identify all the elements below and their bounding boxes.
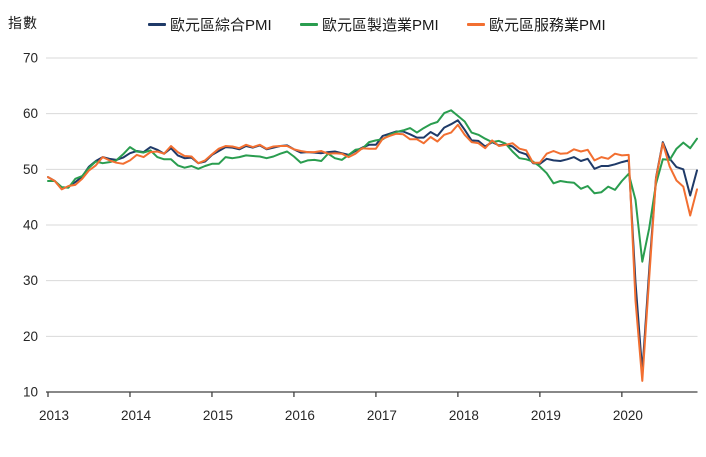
series-line-0 — [47, 119, 698, 373]
series-line-1 — [47, 109, 698, 263]
y-tick-label-60: 60 — [23, 106, 38, 121]
y-tick-label-20: 20 — [23, 329, 38, 344]
legend-item-manufacturing: 歐元區製造業PMI — [300, 14, 439, 35]
legend-label-composite: 歐元區綜合PMI — [170, 17, 272, 34]
y-tick-label-30: 30 — [23, 273, 38, 288]
x-tick-label-2013: 2013 — [39, 408, 69, 423]
legend-item-services: 歐元區服務業PMI — [467, 14, 606, 35]
legend-label-manufacturing: 歐元區製造業PMI — [322, 17, 439, 34]
x-tick-label-2014: 2014 — [121, 408, 152, 423]
x-tick-label-2016: 2016 — [285, 408, 315, 423]
legend-line-swatch-services — [467, 23, 485, 26]
x-tick-label-2018: 2018 — [449, 408, 479, 423]
y-tick-label-50: 50 — [23, 162, 38, 177]
y-axis-title: 指數 — [8, 15, 38, 31]
y-tick-label-10: 10 — [23, 385, 38, 400]
x-tick-label-2020: 2020 — [613, 408, 643, 423]
legend-line-swatch-manufacturing — [300, 23, 318, 26]
series-line-2 — [47, 123, 698, 382]
chart-legend: 歐元區綜合PMI 歐元區製造業PMI 歐元區服務業PMI — [0, 0, 706, 36]
legend-line-swatch-composite — [148, 23, 166, 26]
x-tick-label-2017: 2017 — [367, 408, 397, 423]
legend-label-services: 歐元區服務業PMI — [489, 17, 606, 34]
x-tick-label-2019: 2019 — [531, 408, 561, 423]
legend-item-composite: 歐元區綜合PMI — [148, 14, 272, 35]
y-tick-label-40: 40 — [23, 218, 38, 233]
y-tick-label-70: 70 — [23, 51, 38, 66]
x-tick-label-2015: 2015 — [203, 408, 233, 423]
